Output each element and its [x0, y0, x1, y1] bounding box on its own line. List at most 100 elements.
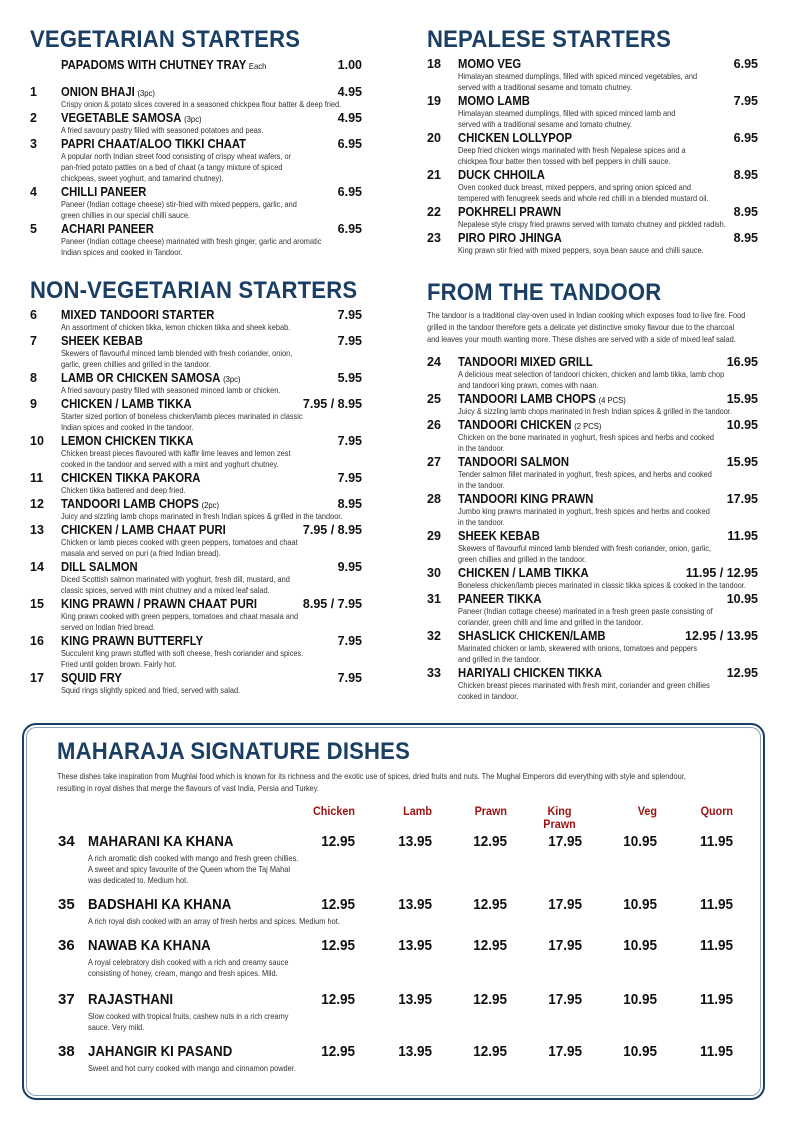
item-description: Jumbo king prawns marinated in yoghurt, … — [427, 506, 758, 528]
item-description: Paneer (Indian cottage cheese) stir-frie… — [30, 199, 362, 221]
item-header: 17 SQUID FRY 7.95 — [30, 671, 362, 685]
item-number: 27 — [427, 455, 441, 469]
item-name: PIRO PIRO JHINGA — [458, 231, 562, 245]
description-line: sauce. Very mild. — [88, 1022, 145, 1032]
dish-price: 13.95 — [398, 896, 432, 913]
description-line: Jumbo king prawns marinated in yoghurt, … — [458, 506, 710, 516]
item-header: 16 KING PRAWN BUTTERFLY 7.95 — [30, 634, 362, 648]
item-price: 7.95 / 8.95 — [302, 523, 362, 537]
dish-description: A royal celebratory dish cooked with a r… — [88, 957, 321, 979]
description-line: Indian spices and cooked in Tandoor. — [61, 247, 183, 257]
item-name: MOMO VEG — [458, 57, 521, 71]
menu-item: 3 PAPRI CHAAT/ALOO TIKKI CHAAT 6.95 A popul… — [30, 137, 362, 184]
item-header: 19 MOMO LAMB 7.95 — [427, 94, 758, 108]
item-number: 32 — [427, 629, 441, 643]
item-description: Starter sized portion of boneless chicke… — [30, 411, 362, 433]
description-line: Juicy & sizzling lamb chops marinated in… — [458, 406, 733, 416]
item-header: 1 ONION BHAJI (3pc) 4.95 — [30, 85, 362, 99]
menu-item: 23 PIRO PIRO JHINGA 8.95 King prawn stir fr… — [427, 231, 758, 256]
item-price: 15.95 — [726, 455, 758, 469]
description-line: Starter sized portion of boneless chicke… — [61, 411, 303, 421]
description-line: cooked in the tandoor and served with a … — [61, 459, 279, 469]
item-name-text: CHICKEN / LAMB CHAAT PURI — [61, 523, 226, 537]
item-header: 15 KING PRAWN / PRAWN CHAAT PURI 8.95 / 7.… — [30, 597, 362, 611]
menu-item: 12 TANDOORI LAMB CHOPS (2pc) 8.95 Juicy and … — [30, 497, 362, 522]
item-price: 6.95 — [733, 131, 758, 145]
item-header: 7 SHEEK KEBAB 7.95 — [30, 334, 362, 348]
menu-item: 10 LEMON CHICKEN TIKKA 7.95 Chicken breast … — [30, 434, 362, 470]
dish-name: MAHARANI KA KHANA — [88, 833, 234, 850]
dish-description: A rich aromatic dish cooked with mango a… — [88, 853, 333, 886]
item-name: POKHRELI PRAWN — [458, 205, 561, 219]
item-name-text: TANDOORI CHICKEN — [458, 418, 572, 432]
item-price: 12.95 / 13.95 — [685, 629, 758, 643]
menu-item: 32 SHASLICK CHICKEN/LAMB 12.95 / 13.95 Mari… — [427, 629, 758, 665]
item-description: Boneless chicken/lamb pieces marinated i… — [427, 580, 758, 591]
description-line: Paneer (Indian cottage cheese) marinated… — [458, 606, 713, 616]
description-line: Deep fried chicken wings marinated with … — [458, 145, 686, 155]
dish-price: 11.95 — [699, 937, 733, 954]
description-line: An assortment of chicken tikka, lemon ch… — [61, 322, 291, 332]
description-line: tempered with fenugreek seeds and whole … — [458, 193, 709, 203]
item-header: 6 MIXED TANDOORI STARTER 7.95 — [30, 308, 362, 322]
description-line: was dedicated to. Medium hot. — [88, 875, 189, 885]
description-line: served with a traditional sesame and tom… — [458, 119, 633, 129]
dish-price: 17.95 — [548, 991, 582, 1008]
description-line: pan-fried potato patties on a bed of cha… — [61, 162, 283, 172]
item-description: Himalayan steamed dumplings, filled with… — [427, 71, 758, 93]
item-portion-note: (2pc) — [201, 500, 220, 510]
description-line: Chicken breast pieces flavoured with kaf… — [61, 448, 291, 458]
item-number: 21 — [427, 168, 441, 182]
item-name: MOMO LAMB — [458, 94, 530, 108]
description-line: Himalayan steamed dumplings, filled with… — [458, 108, 676, 118]
item-name: CHICKEN TIKKA PAKORA — [61, 471, 200, 485]
item-name: VEGETABLE SAMOSA (3pc) — [61, 111, 202, 126]
dish-price: 10.95 — [623, 937, 657, 954]
column-header-quorn: Quorn — [700, 804, 733, 818]
item-name: SHEEK KEBAB — [458, 529, 540, 543]
dish-price: 11.95 — [699, 1043, 733, 1060]
item-name: DUCK CHHOILA — [458, 168, 545, 182]
menu-item: 7 SHEEK KEBAB 7.95 Skewers of flavourful mi… — [30, 334, 362, 370]
description-line: garlic, green chillies and grilled in th… — [61, 359, 211, 369]
item-description: Chicken breast pieces marinated with fre… — [427, 680, 758, 702]
description-line: King prawn stir fried with mixed peppers… — [458, 245, 704, 255]
item-description: Juicy & sizzling lamb chops marinated in… — [427, 406, 758, 417]
dish-price: 12.95 — [321, 1043, 355, 1060]
dish-price: 17.95 — [548, 896, 582, 913]
description-line: chickpea flour batter then tossed with b… — [458, 156, 671, 166]
item-name-text: TANDOORI KING PRAWN — [458, 492, 594, 506]
description-line: Sweet and hot curry cooked with mango an… — [88, 1063, 296, 1073]
item-name: TANDOORI MIXED GRILL — [458, 355, 593, 369]
item-price: 11.95 / 12.95 — [685, 566, 758, 580]
column-header-prawn: Prawn — [474, 804, 507, 818]
description-line: Indian spices and cooked in the tandoor. — [61, 422, 194, 432]
item-price: 8.95 — [733, 205, 758, 219]
dish-price: 10.95 — [623, 833, 657, 850]
dish-price: 12.95 — [321, 991, 355, 1008]
description-line: King prawn cooked with green peppers, to… — [61, 611, 299, 621]
item-header: 27 TANDOORI SALMON 15.95 — [427, 455, 758, 469]
item-header: 8 LAMB OR CHICKEN SAMOSA (3pc) 5.95 — [30, 371, 362, 385]
item-header: 20 CHICKEN LOLLYPOP 6.95 — [427, 131, 758, 145]
item-header: 3 PAPRI CHAAT/ALOO TIKKI CHAAT 6.95 — [30, 137, 362, 151]
menu-item: 24 TANDOORI MIXED GRILL 16.95 A delicious m… — [427, 355, 758, 391]
item-name-text: PAPRI CHAAT/ALOO TIKKI CHAAT — [61, 137, 246, 151]
menu-item: 4 CHILLI PANEER 6.95 Paneer (Indian cottage… — [30, 185, 362, 221]
item-name-text: POKHRELI PRAWN — [458, 205, 562, 219]
item-description: King prawn stir fried with mixed peppers… — [427, 245, 758, 256]
description-line: Succulent king prawn stuffed with soft c… — [61, 648, 304, 658]
item-number: 2 — [30, 111, 37, 125]
item-description: Juicy and sizzling lamb chops marinated … — [30, 511, 362, 522]
item-price: 16.95 — [726, 355, 758, 369]
item-header: 33 HARIYALI CHICKEN TIKKA 12.95 — [427, 666, 758, 680]
item-price: 4.95 — [337, 85, 362, 99]
item-header: 31 PANEER TIKKA 10.95 — [427, 592, 758, 606]
item-name-text: MOMO VEG — [458, 57, 522, 71]
item-portion-note: (4 PCS) — [598, 395, 626, 405]
description-line: A rich aromatic dish cooked with mango a… — [88, 853, 299, 863]
item-price: 7.95 — [337, 471, 362, 485]
item-name: PAPADOMS WITH CHUTNEY TRAY Each — [61, 58, 267, 72]
menu-item: 21 DUCK CHHOILA 8.95 Oven cooked duck breas… — [427, 168, 758, 204]
item-price: 15.95 — [726, 392, 758, 406]
